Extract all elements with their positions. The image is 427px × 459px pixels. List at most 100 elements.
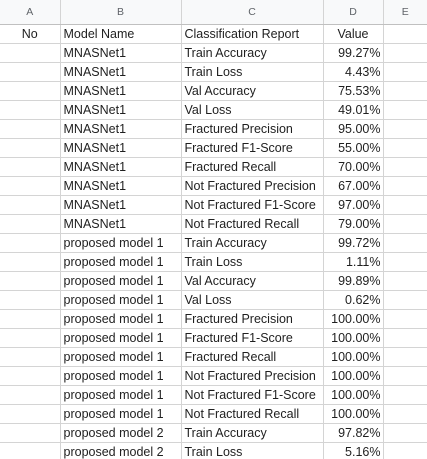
cell-value[interactable]: 49.01% (323, 100, 384, 120)
cell-model-name[interactable]: proposed model 1 (60, 309, 182, 329)
cell-empty[interactable] (383, 195, 427, 215)
cell-model-name[interactable]: proposed model 1 (60, 366, 182, 386)
cell-no[interactable] (0, 366, 61, 386)
cell-value[interactable]: 100.00% (323, 328, 384, 348)
cell-no[interactable] (0, 442, 61, 459)
cell-model-name[interactable]: proposed model 1 (60, 290, 182, 310)
cell-value[interactable]: 5.16% (323, 442, 384, 459)
cell-model-name[interactable]: MNASNet1 (60, 81, 182, 101)
cell-value[interactable]: 55.00% (323, 138, 384, 158)
cell-model-name[interactable]: proposed model 1 (60, 347, 182, 367)
cell-model-name[interactable]: MNASNet1 (60, 195, 182, 215)
cell-empty[interactable] (383, 290, 427, 310)
cell-model-name[interactable]: MNASNet1 (60, 138, 182, 158)
cell-no[interactable] (0, 404, 61, 424)
cell-model-name[interactable]: proposed model 1 (60, 271, 182, 291)
cell-classification-report-header[interactable]: Classification Report (181, 24, 324, 44)
cell-model-name[interactable]: MNASNet1 (60, 43, 182, 63)
cell-value[interactable]: 100.00% (323, 366, 384, 386)
cell-value[interactable]: 100.00% (323, 309, 384, 329)
cell-classification-report[interactable]: Val Loss (181, 290, 324, 310)
cell-empty[interactable] (383, 347, 427, 367)
cell-empty[interactable] (383, 309, 427, 329)
cell-classification-report[interactable]: Fractured F1-Score (181, 328, 324, 348)
column-header-c[interactable]: C (181, 0, 324, 25)
cell-empty[interactable] (383, 214, 427, 234)
column-header-e[interactable]: E (383, 0, 427, 25)
cell-value[interactable]: 99.27% (323, 43, 384, 63)
cell-value[interactable]: 100.00% (323, 404, 384, 424)
cell-classification-report[interactable]: Train Accuracy (181, 233, 324, 253)
cell-model-name[interactable]: proposed model 1 (60, 385, 182, 405)
cell-classification-report[interactable]: Fractured Recall (181, 157, 324, 177)
cell-empty[interactable] (383, 43, 427, 63)
cell-value[interactable]: 97.00% (323, 195, 384, 215)
cell-empty[interactable] (383, 62, 427, 82)
cell-model-name[interactable]: MNASNet1 (60, 62, 182, 82)
cell-empty[interactable] (383, 24, 427, 44)
cell-empty[interactable] (383, 385, 427, 405)
cell-empty[interactable] (383, 404, 427, 424)
cell-no[interactable] (0, 119, 61, 139)
cell-classification-report[interactable]: Train Accuracy (181, 43, 324, 63)
cell-value[interactable]: 95.00% (323, 119, 384, 139)
cell-no[interactable] (0, 290, 61, 310)
cell-value[interactable]: 1.11% (323, 252, 384, 272)
cell-classification-report[interactable]: Train Accuracy (181, 423, 324, 443)
cell-no[interactable] (0, 157, 61, 177)
cell-empty[interactable] (383, 176, 427, 196)
cell-model-name[interactable]: proposed model 2 (60, 423, 182, 443)
cell-model-name[interactable]: MNASNet1 (60, 176, 182, 196)
cell-model-name[interactable]: proposed model 2 (60, 442, 182, 459)
cell-classification-report[interactable]: Fractured Precision (181, 309, 324, 329)
cell-model-name[interactable]: proposed model 1 (60, 233, 182, 253)
column-header-d[interactable]: D (323, 0, 384, 25)
cell-empty[interactable] (383, 81, 427, 101)
cell-no[interactable] (0, 309, 61, 329)
cell-value[interactable]: 99.72% (323, 233, 384, 253)
cell-value[interactable]: 0.62% (323, 290, 384, 310)
cell-classification-report[interactable]: Not Fractured Recall (181, 214, 324, 234)
cell-model-name[interactable]: proposed model 1 (60, 404, 182, 424)
cell-no[interactable] (0, 385, 61, 405)
cell-classification-report[interactable]: Val Accuracy (181, 81, 324, 101)
cell-classification-report[interactable]: Fractured F1-Score (181, 138, 324, 158)
cell-value[interactable]: 67.00% (323, 176, 384, 196)
cell-no[interactable] (0, 138, 61, 158)
cell-no[interactable] (0, 423, 61, 443)
cell-value[interactable]: 75.53% (323, 81, 384, 101)
cell-no[interactable] (0, 195, 61, 215)
cell-empty[interactable] (383, 271, 427, 291)
cell-model-name-header[interactable]: Model Name (60, 24, 182, 44)
column-header-b[interactable]: B (60, 0, 182, 25)
cell-empty[interactable] (383, 157, 427, 177)
cell-no-header[interactable]: No (0, 24, 61, 44)
cell-no[interactable] (0, 214, 61, 234)
cell-value[interactable]: 4.43% (323, 62, 384, 82)
cell-value[interactable]: 97.82% (323, 423, 384, 443)
cell-no[interactable] (0, 81, 61, 101)
cell-no[interactable] (0, 252, 61, 272)
cell-empty[interactable] (383, 100, 427, 120)
cell-no[interactable] (0, 43, 61, 63)
cell-empty[interactable] (383, 442, 427, 459)
cell-no[interactable] (0, 271, 61, 291)
cell-model-name[interactable]: MNASNet1 (60, 214, 182, 234)
cell-classification-report[interactable]: Not Fractured Precision (181, 366, 324, 386)
cell-classification-report[interactable]: Train Loss (181, 442, 324, 459)
cell-classification-report[interactable]: Not Fractured Recall (181, 404, 324, 424)
cell-value[interactable]: 79.00% (323, 214, 384, 234)
cell-empty[interactable] (383, 366, 427, 386)
cell-empty[interactable] (383, 423, 427, 443)
cell-classification-report[interactable]: Not Fractured F1-Score (181, 385, 324, 405)
column-header-a[interactable]: A (0, 0, 61, 25)
cell-empty[interactable] (383, 328, 427, 348)
cell-empty[interactable] (383, 252, 427, 272)
cell-value-header[interactable]: Value (323, 24, 384, 44)
cell-no[interactable] (0, 176, 61, 196)
cell-classification-report[interactable]: Train Loss (181, 252, 324, 272)
cell-no[interactable] (0, 328, 61, 348)
cell-value[interactable]: 99.89% (323, 271, 384, 291)
cell-model-name[interactable]: MNASNet1 (60, 157, 182, 177)
cell-classification-report[interactable]: Not Fractured Precision (181, 176, 324, 196)
